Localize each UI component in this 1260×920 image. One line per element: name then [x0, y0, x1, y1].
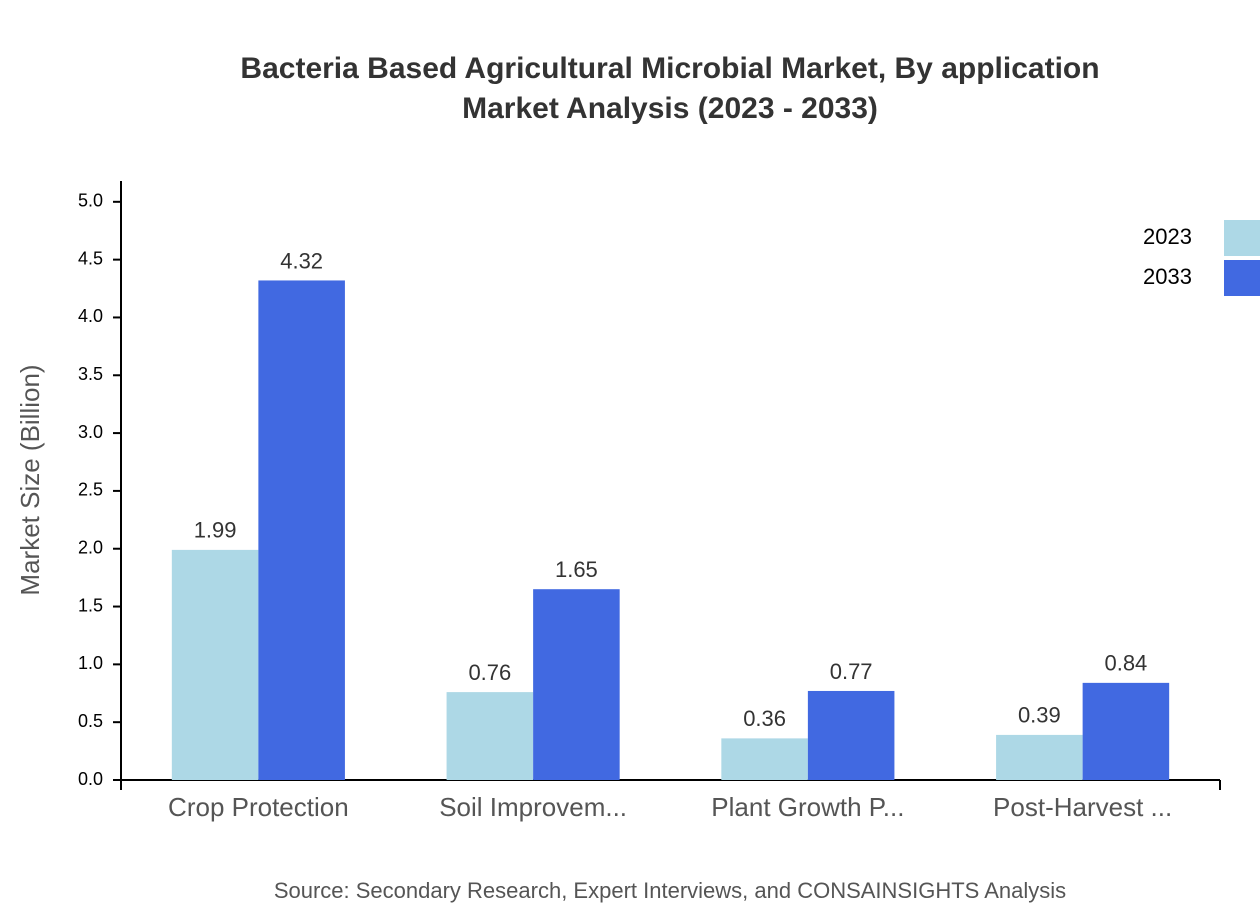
y-tick-label: 2.5 — [78, 480, 103, 500]
value-label: 1.99 — [194, 518, 237, 543]
y-tick-label: 5.0 — [78, 191, 103, 211]
y-tick-label: 3.0 — [78, 422, 103, 442]
y-tick-label: 3.5 — [78, 364, 103, 384]
bar — [446, 692, 534, 780]
bar — [807, 690, 895, 780]
bar — [533, 589, 620, 780]
value-label: 0.36 — [743, 706, 786, 731]
source-note: Source: Secondary Research, Expert Inter… — [274, 878, 1066, 903]
value-label: 1.65 — [555, 557, 598, 582]
y-axis-label: Market Size (Billion) — [15, 364, 45, 595]
y-tick-label: 2.0 — [78, 537, 103, 557]
y-tick-label: 1.5 — [78, 595, 103, 615]
bar — [721, 738, 808, 780]
value-label: 0.39 — [1018, 703, 1061, 728]
x-tick-label: Crop Protection — [168, 792, 349, 822]
y-tick-label: 0.5 — [78, 711, 103, 731]
legend-swatch — [1224, 220, 1260, 256]
legend-label: 2033 — [1143, 264, 1192, 289]
y-tick-label: 4.0 — [78, 306, 103, 326]
bar — [171, 549, 259, 780]
value-label: 0.77 — [830, 659, 873, 684]
legend-swatch — [1224, 260, 1260, 296]
y-tick-label: 1.0 — [78, 653, 103, 673]
bar — [258, 280, 345, 780]
x-tick-label: Post-Harvest ... — [993, 792, 1172, 822]
bar — [996, 734, 1083, 780]
x-tick-label: Plant Growth P... — [711, 792, 904, 822]
x-tick-label: Soil Improvem... — [439, 792, 627, 822]
chart-subtitle: Market Analysis (2023 - 2033) — [462, 92, 878, 125]
y-tick-label: 0.0 — [78, 769, 103, 789]
legend-label: 2023 — [1143, 224, 1192, 249]
bar — [1082, 682, 1170, 780]
value-label: 4.32 — [280, 248, 323, 273]
y-tick-label: 4.5 — [78, 248, 103, 268]
value-label: 0.84 — [1104, 651, 1147, 676]
chart-title: Bacteria Based Agricultural Microbial Ma… — [240, 52, 1099, 85]
value-label: 0.76 — [468, 660, 511, 685]
